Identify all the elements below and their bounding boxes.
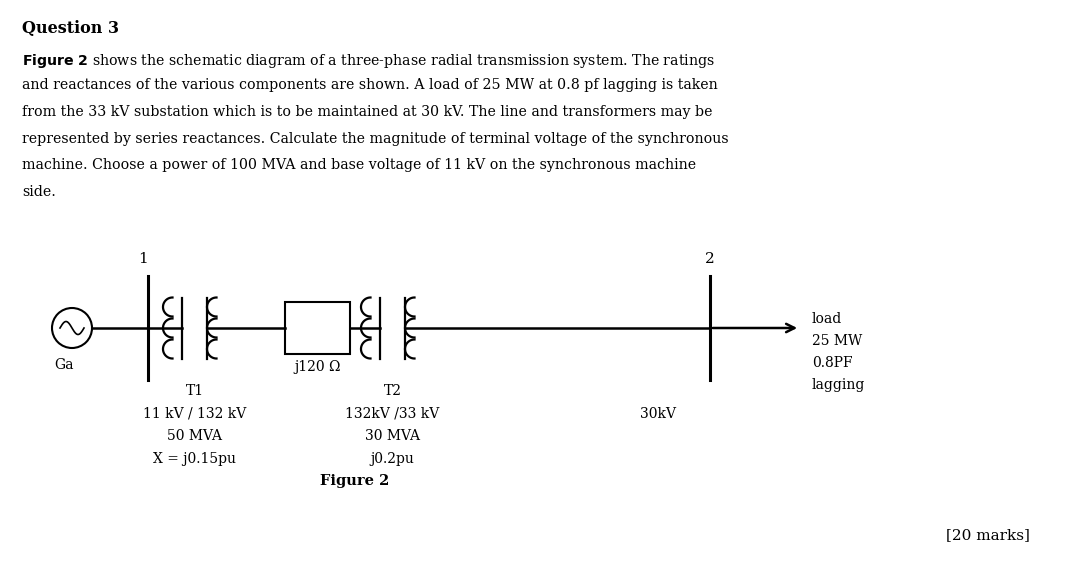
Text: side.: side. <box>22 185 56 198</box>
Text: X = j0.15pu: X = j0.15pu <box>153 451 236 466</box>
Text: 11 kV / 132 kV: 11 kV / 132 kV <box>143 406 246 421</box>
Text: $\mathbf{Figure\ 2}$ shows the schematic diagram of a three-phase radial transmi: $\mathbf{Figure\ 2}$ shows the schematic… <box>22 52 715 70</box>
Text: 25 MW: 25 MW <box>812 334 863 348</box>
Text: j120 Ω: j120 Ω <box>294 360 341 374</box>
Text: Figure 2: Figure 2 <box>321 474 390 488</box>
Text: lagging: lagging <box>812 378 866 392</box>
Text: 132kV /33 kV: 132kV /33 kV <box>345 406 439 421</box>
Text: Ga: Ga <box>55 358 74 372</box>
Text: 1: 1 <box>138 252 148 266</box>
Text: j0.2pu: j0.2pu <box>371 451 415 466</box>
Text: 30 MVA: 30 MVA <box>365 429 420 443</box>
Text: load: load <box>812 312 842 326</box>
Text: 50 MVA: 50 MVA <box>167 429 222 443</box>
Text: 2: 2 <box>706 252 715 266</box>
Text: T2: T2 <box>384 384 402 398</box>
Text: from the 33 kV substation which is to be maintained at 30 kV. The line and trans: from the 33 kV substation which is to be… <box>22 105 713 119</box>
Text: T1: T1 <box>185 384 203 398</box>
Text: machine. Choose a power of 100 MVA and base voltage of 11 kV on the synchronous : machine. Choose a power of 100 MVA and b… <box>22 158 696 172</box>
Text: [20 marks]: [20 marks] <box>946 528 1031 542</box>
Text: represented by series reactances. Calculate the magnitude of terminal voltage of: represented by series reactances. Calcul… <box>22 132 729 145</box>
Text: 30kV: 30kV <box>640 406 676 421</box>
Text: Question 3: Question 3 <box>22 20 119 37</box>
Text: and reactances of the various components are shown. A load of 25 MW at 0.8 pf la: and reactances of the various components… <box>22 79 717 92</box>
Text: 0.8PF: 0.8PF <box>812 356 853 370</box>
